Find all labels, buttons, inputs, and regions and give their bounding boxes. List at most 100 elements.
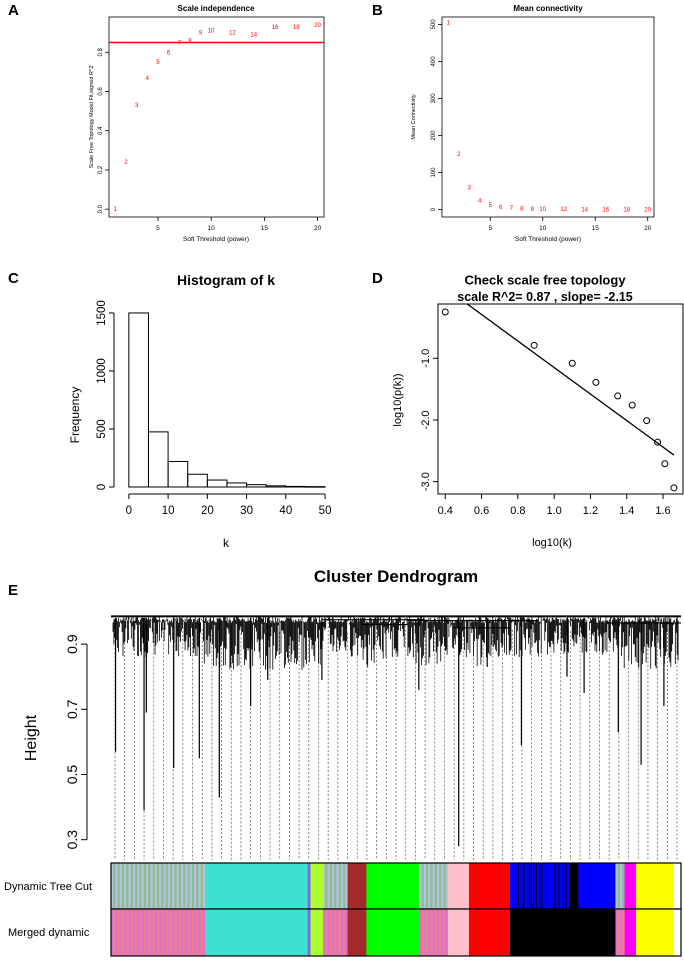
- color-row-stripe: [425, 863, 429, 909]
- color-row-stripe: [152, 909, 156, 956]
- color-row-stripe: [441, 909, 444, 956]
- color-row-stripe: [187, 909, 191, 956]
- color-row-stripe: [345, 863, 348, 909]
- chart-a-point-label: 7: [178, 40, 182, 46]
- chart-e-y-tick-label: 0.7: [64, 699, 80, 719]
- color-row-stripe: [167, 863, 171, 909]
- color-row-stripe: [113, 909, 116, 956]
- color-row-stripe: [425, 909, 429, 956]
- chart-a-point-label: 1: [114, 207, 118, 213]
- color-row-stripe: [345, 909, 348, 956]
- color-row-stripe: [194, 909, 197, 956]
- color-row-stripe: [428, 863, 431, 909]
- chart-b-y-tick-label: 400: [431, 56, 437, 67]
- chart-d-x-tick-label: 1.4: [619, 505, 634, 517]
- chart-b-y-tick-label: 500: [431, 19, 437, 30]
- color-row-stripe: [338, 909, 342, 956]
- histogram-bar: [187, 473, 208, 488]
- color-row-stripe: [340, 909, 344, 956]
- chart-b-point-label: 7: [510, 206, 514, 212]
- color-row-segment: [624, 863, 637, 909]
- color-row-stripe: [174, 863, 177, 909]
- histogram-bar: [246, 484, 267, 488]
- color-row-stripe: [115, 863, 118, 909]
- color-row-stripe: [443, 863, 446, 909]
- histogram-bar: [147, 431, 169, 488]
- chart-a-y-tick-label: 0.0: [98, 204, 104, 213]
- color-row-stripe: [161, 909, 164, 956]
- color-row-stripe: [202, 863, 206, 909]
- color-row-stripe: [200, 909, 204, 956]
- color-row-stripe: [340, 863, 344, 909]
- chart-e-y-tick-label: 0.9: [64, 634, 80, 654]
- panel-letter-d: D: [372, 270, 383, 287]
- color-row-stripe: [419, 863, 422, 909]
- chart-d-x-tick-label: 1.2: [583, 505, 598, 517]
- color-row-stripe: [143, 863, 147, 909]
- chart-a-point-label: 3: [135, 103, 139, 109]
- chart-b-title: Mean connectivity: [513, 4, 583, 13]
- color-row-stripe: [620, 863, 623, 909]
- chart-c-x-tick-label: 30: [240, 505, 253, 517]
- chart-c-y-tick-label: 500: [96, 419, 108, 438]
- chart-a-point-label: 20: [314, 23, 321, 29]
- color-row-stripe: [180, 863, 184, 909]
- color-row-stripe: [117, 863, 121, 909]
- chart-a-xlabel: Soft Threshold (power): [183, 236, 249, 243]
- chart-a-point-label: 16: [272, 25, 279, 31]
- color-row-segment: [468, 909, 511, 956]
- color-row-stripe: [439, 863, 442, 909]
- color-row-stripe: [163, 863, 166, 909]
- chart-c-title: Histogram of k: [177, 272, 275, 288]
- color-row-stripe: [622, 909, 625, 956]
- histogram-bar: [226, 482, 248, 488]
- chart-a-point-label: 9: [199, 31, 203, 37]
- chart-a-y-tick-label: 0.4: [98, 126, 104, 135]
- chart-b-ylabel: Mean Connectivity: [411, 94, 417, 139]
- color-row-stripe: [124, 909, 127, 956]
- color-row-stripe: [159, 863, 162, 909]
- color-row-stripe: [183, 909, 186, 956]
- color-row-stripe: [338, 863, 342, 909]
- color-row-stripe: [189, 909, 193, 956]
- color-row-stripe: [121, 863, 125, 909]
- color-row-stripe: [434, 863, 438, 909]
- chart-c-y-tick-label: 0: [96, 484, 108, 490]
- color-row-stripe: [423, 863, 427, 909]
- color-row-stripe: [156, 863, 160, 909]
- chart-d-y-tick-label: -2.0: [420, 410, 432, 429]
- chart-d-x-tick-label: 0.6: [474, 505, 489, 517]
- color-row-segment: [205, 863, 308, 909]
- color-row-segment: [510, 909, 616, 956]
- chart-b-point-label: 8: [520, 206, 524, 212]
- chart-d-subtitle: scale R^2= 0.87 , slope= -2.15: [457, 290, 633, 304]
- color-row-stripe: [441, 863, 444, 909]
- color-row-stripe: [165, 863, 169, 909]
- chart-b-plot-frame: [441, 16, 655, 218]
- color-row-stripe: [152, 863, 156, 909]
- color-row-stripe: [115, 909, 118, 956]
- color-row-stripe: [423, 909, 427, 956]
- color-row-segment: [347, 863, 367, 909]
- chart-d-point: [661, 460, 669, 468]
- chart-b-x-tick-label: 5: [488, 225, 492, 232]
- chart-d-x-tick-label: 1.6: [655, 505, 670, 517]
- color-row-stripe: [334, 863, 337, 909]
- color-row-stripe: [323, 909, 326, 956]
- color-row-stripe: [163, 909, 166, 956]
- color-row-stripe: [128, 909, 131, 956]
- color-row-label-dynamic: Dynamic Tree Cut: [4, 881, 92, 893]
- color-row-stripe: [421, 909, 425, 956]
- chart-a-x-tick-label: 5: [156, 225, 160, 232]
- color-row-stripe: [202, 909, 206, 956]
- color-row-stripe: [617, 863, 621, 909]
- color-row-stripe: [113, 863, 116, 909]
- color-row-stripe: [194, 863, 197, 909]
- color-row-stripe: [183, 863, 186, 909]
- color-row-stripe: [111, 863, 114, 909]
- color-row-stripe: [331, 909, 335, 956]
- color-row-stripe: [159, 909, 162, 956]
- chart-b-point-label: 14: [581, 207, 588, 213]
- chart-a-point-label: 10: [208, 29, 215, 35]
